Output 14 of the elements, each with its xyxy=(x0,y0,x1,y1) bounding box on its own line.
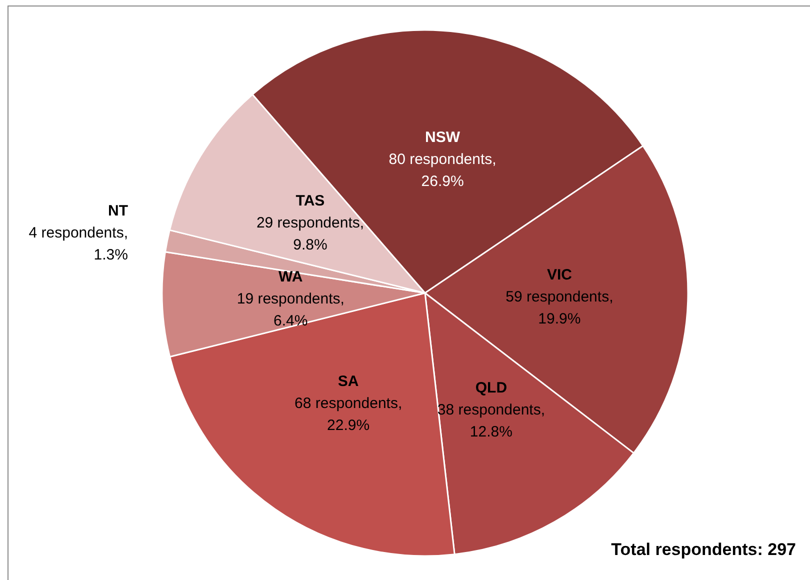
data-label: 4 respondents, 1.3% xyxy=(28,224,128,264)
data-label: 29 respondents, 9.8% xyxy=(256,214,364,254)
data-label: 80 respondents, 26.9% xyxy=(388,151,496,190)
slice-label: WA xyxy=(278,268,303,286)
text: Total respondents: 297 xyxy=(611,540,796,559)
data-label: 59 respondents, 19.9% xyxy=(506,288,614,328)
slice-label: NSW xyxy=(425,129,461,146)
slice-label: TAS xyxy=(296,192,325,210)
slice-label: SA xyxy=(338,373,359,390)
slice-label: VIC xyxy=(546,266,572,284)
data-label: 68 respondents, 22.9% xyxy=(294,395,402,434)
slice-label: QLD xyxy=(475,380,508,397)
data-label: 19 respondents, 6.4% xyxy=(236,290,344,330)
slice-label: NT xyxy=(108,202,128,220)
